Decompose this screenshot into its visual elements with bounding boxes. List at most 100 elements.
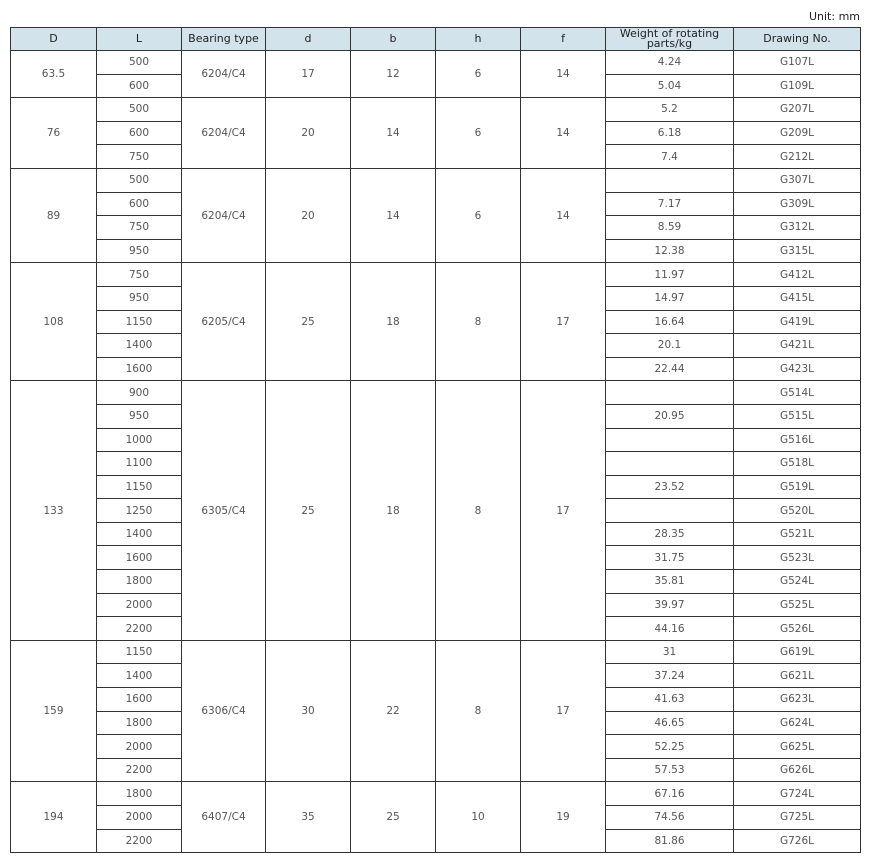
cell-h: 6 <box>435 49 521 99</box>
cell-h: 6 <box>435 167 521 264</box>
cell-weight: 74.56 <box>605 805 734 830</box>
cell-weight: 12.38 <box>605 238 734 264</box>
table-row: 89 500 6204/C4 20 14 6 14 G307L <box>10 167 861 264</box>
table-row: 1600 41.63 G623L <box>11 687 861 712</box>
cell-b: 18 <box>350 262 436 382</box>
cell-length: 600 <box>96 73 182 99</box>
cell-weight: 28.35 <box>605 521 734 547</box>
table-row: 600 6.18 G209L <box>11 120 861 146</box>
cell-length: 1100 <box>96 451 182 476</box>
table-row: 63.5 500 6204/C4 17 12 6 14 4.24 G107L <box>10 49 861 99</box>
header-weight: Weight of rotating parts/kg <box>605 27 734 51</box>
cell-length: 750 <box>96 144 182 169</box>
cell-b: 12 <box>350 49 436 99</box>
cell-drawing-no: G415L <box>733 285 861 311</box>
header-row: D L Bearing type d b h f Weight of rotating par… <box>10 27 861 51</box>
cell-length: 600 <box>96 191 182 217</box>
cell-length: 950 <box>96 238 182 264</box>
cell-length: 1150 <box>96 639 182 665</box>
table-row: 1400 28.35 G521L <box>11 521 861 547</box>
cell-h: 10 <box>435 781 521 854</box>
cell-weight: 67.16 <box>605 781 734 806</box>
table-row: 1400 37.24 G621L <box>11 663 861 689</box>
cell-shaft-d: 25 <box>265 380 351 641</box>
cell-length: 1250 <box>96 498 182 523</box>
cell-h: 8 <box>435 262 521 382</box>
cell-drawing-no: G520L <box>733 498 861 523</box>
cell-d-outer: 159 <box>10 639 97 783</box>
cell-weight: 5.04 <box>605 73 734 99</box>
cell-drawing-no: G421L <box>733 333 861 358</box>
cell-h: 8 <box>435 639 521 783</box>
table-row: 1600 22.44 G423L <box>11 356 861 382</box>
cell-h: 6 <box>435 97 521 169</box>
cell-shaft-d: 20 <box>265 167 351 264</box>
cell-weight: 35.81 <box>605 569 734 594</box>
cell-drawing-no: G212L <box>733 144 861 169</box>
cell-length: 1800 <box>96 569 182 594</box>
cell-length: 1400 <box>96 333 182 358</box>
cell-drawing-no: G626L <box>733 757 861 783</box>
cell-length: 2200 <box>96 828 182 854</box>
cell-length: 1600 <box>96 356 182 382</box>
cell-drawing-no: G521L <box>733 521 861 547</box>
cell-length: 500 <box>96 97 182 122</box>
cell-weight: 39.97 <box>605 592 734 618</box>
cell-drawing-no: G309L <box>733 191 861 217</box>
table-row: 750 8.59 G312L <box>11 215 861 240</box>
table-row: 1400 20.1 G421L <box>11 333 861 358</box>
table-row: 108 750 6205/C4 25 18 8 17 11.97 G412L <box>10 262 861 382</box>
cell-weight <box>605 427 734 453</box>
cell-weight: 8.59 <box>605 215 734 240</box>
cell-weight: 5.2 <box>605 97 734 122</box>
cell-f: 14 <box>520 97 606 169</box>
cell-drawing-no: G519L <box>733 474 861 500</box>
cell-length: 600 <box>96 120 182 146</box>
cell-f: 17 <box>520 380 606 641</box>
table-row: 1150 16.64 G419L <box>11 309 861 335</box>
cell-shaft-d: 35 <box>265 781 351 854</box>
cell-length: 950 <box>96 285 182 311</box>
cell-weight: 31.75 <box>605 545 734 571</box>
cell-drawing-no: G516L <box>733 427 861 453</box>
cell-weight: 52.25 <box>605 734 734 759</box>
table-row: 2000 39.97 G525L <box>11 592 861 618</box>
cell-length: 1150 <box>96 474 182 500</box>
cell-drawing-no: G726L <box>733 828 861 854</box>
cell-drawing-no: G525L <box>733 592 861 618</box>
cell-drawing-no: G524L <box>733 569 861 594</box>
cell-weight: 23.52 <box>605 474 734 500</box>
cell-length: 2000 <box>96 805 182 830</box>
cell-d-outer: 194 <box>10 781 97 854</box>
cell-weight: 16.64 <box>605 309 734 335</box>
cell-f: 14 <box>520 49 606 99</box>
cell-shaft-d: 30 <box>265 639 351 783</box>
cell-shaft-d: 20 <box>265 97 351 169</box>
cell-weight: 11.97 <box>605 262 734 287</box>
cell-length: 1600 <box>96 687 182 712</box>
cell-weight: 37.24 <box>605 663 734 689</box>
cell-length: 900 <box>96 380 182 405</box>
table-row: 950 12.38 G315L <box>11 238 861 264</box>
cell-d-outer: 76 <box>10 97 97 169</box>
cell-bearing-type: 6204/C4 <box>181 167 266 264</box>
cell-weight <box>605 451 734 476</box>
cell-d-outer: 108 <box>10 262 97 382</box>
cell-bearing-type: 6205/C4 <box>181 262 266 382</box>
cell-d-outer: 133 <box>10 380 97 641</box>
cell-drawing-no: G523L <box>733 545 861 571</box>
unit-label: Unit: mm <box>808 10 860 23</box>
cell-weight: 20.1 <box>605 333 734 358</box>
cell-b: 25 <box>350 781 436 854</box>
header-f: f <box>520 27 606 51</box>
cell-bearing-type: 6204/C4 <box>181 97 266 169</box>
cell-drawing-no: G109L <box>733 73 861 99</box>
cell-f: 14 <box>520 167 606 264</box>
cell-drawing-no: G412L <box>733 262 861 287</box>
table-row: 600 7.17 G309L <box>11 191 861 217</box>
cell-drawing-no: G619L <box>733 639 861 665</box>
cell-length: 1800 <box>96 781 182 806</box>
table-row: 950 20.95 G515L <box>11 403 861 429</box>
cell-length: 1400 <box>96 663 182 689</box>
header-d-outer: D <box>10 27 97 51</box>
